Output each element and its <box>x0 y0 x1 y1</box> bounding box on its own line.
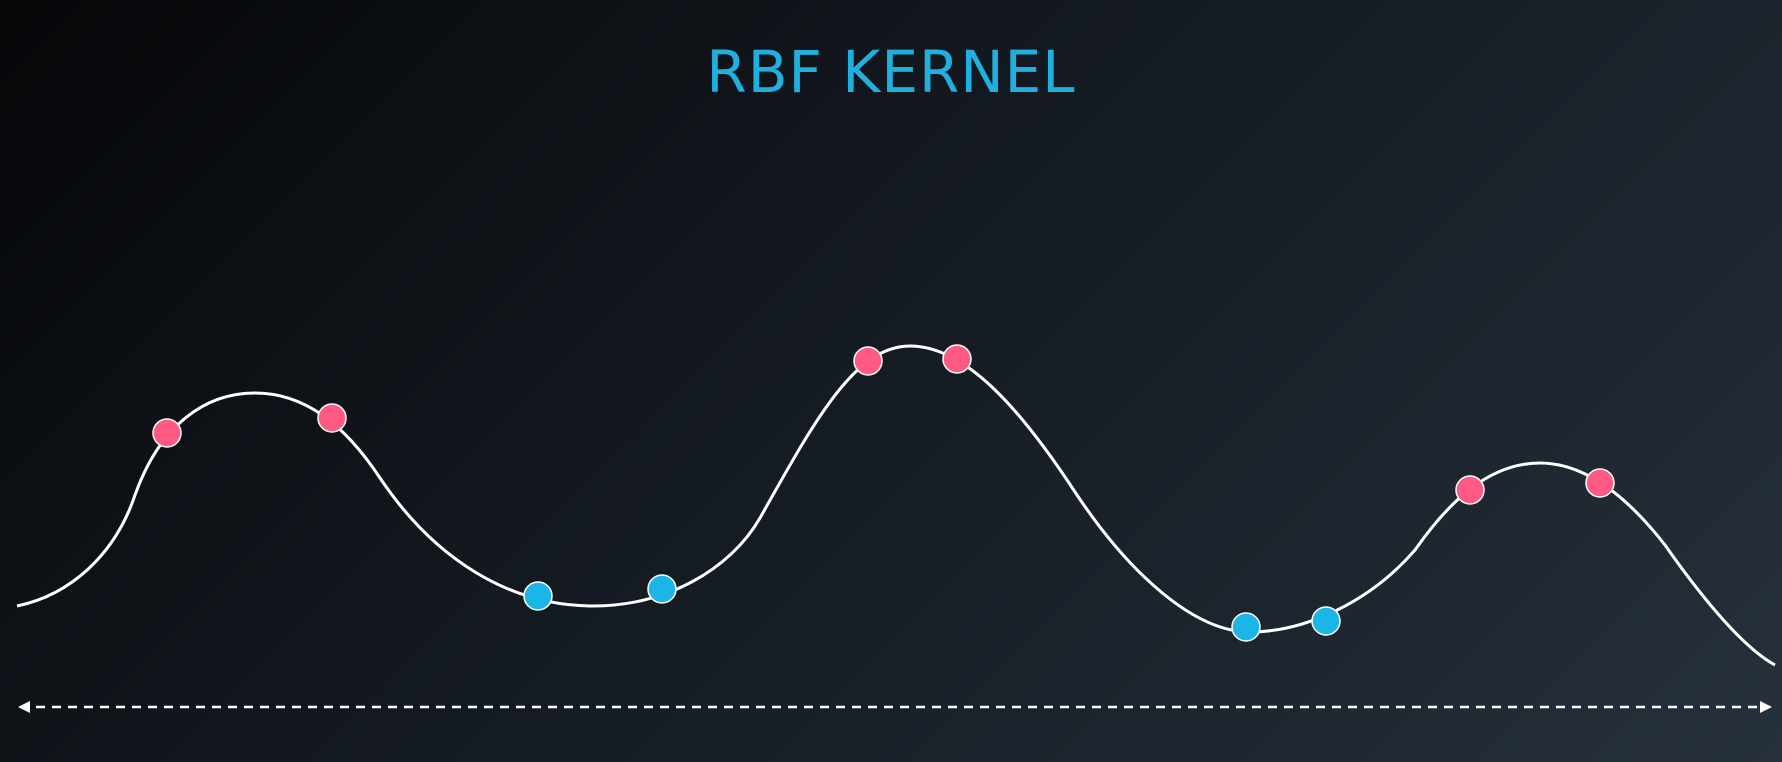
positive-point <box>1585 468 1615 498</box>
data-points <box>152 344 1615 642</box>
positive-point <box>317 403 347 433</box>
positive-point <box>942 344 972 374</box>
negative-point <box>1311 606 1341 636</box>
page-title: RBF KERNEL <box>706 38 1076 106</box>
negative-point <box>1231 612 1261 642</box>
negative-point <box>523 581 553 611</box>
negative-point <box>647 574 677 604</box>
positive-point <box>1455 475 1485 505</box>
positive-point <box>853 346 883 376</box>
decision-curve <box>16 344 1776 667</box>
positive-point <box>152 418 182 448</box>
